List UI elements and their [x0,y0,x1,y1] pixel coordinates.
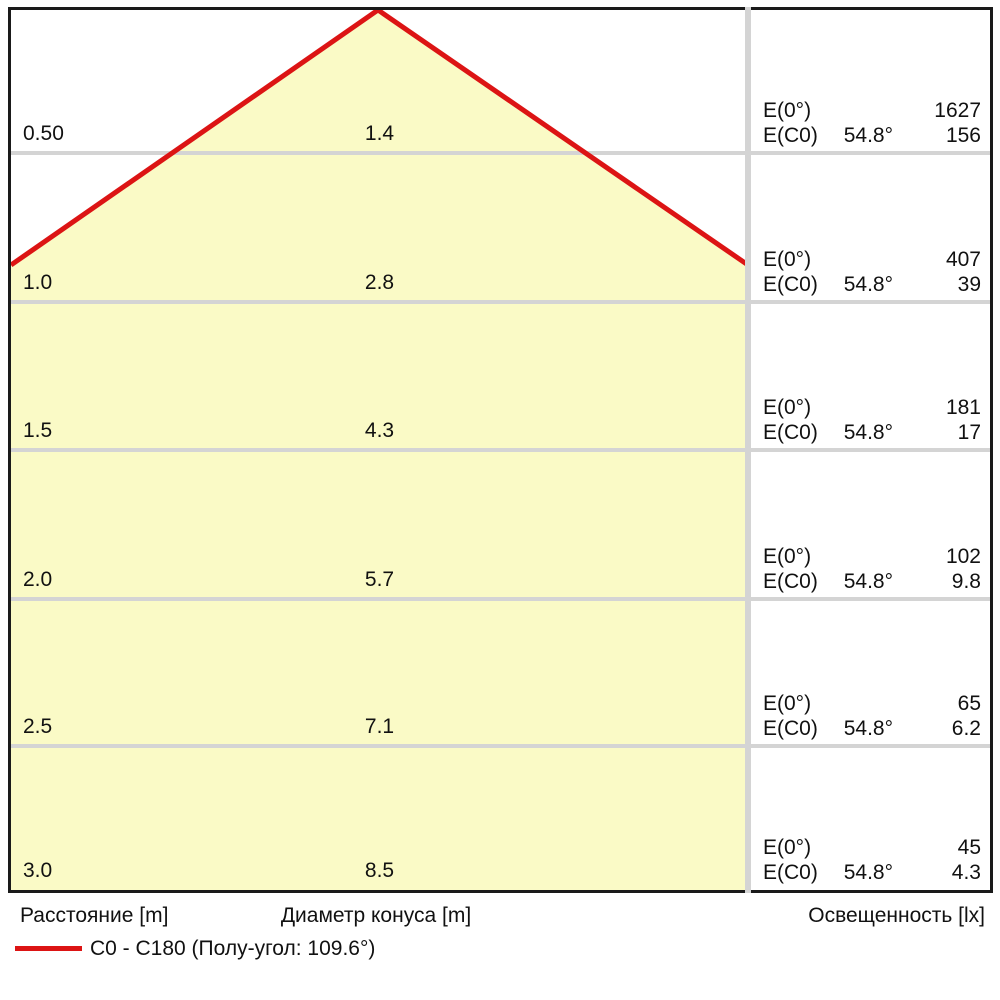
angle-spacer [835,247,893,272]
diameter-label: 2.8 [364,271,395,294]
ec0-value: 6.2 [951,717,981,740]
e0-label: E(0°) [763,545,812,568]
column-divider [745,7,751,893]
illuminance-cell: E(0°) 181 E(C0) 54.8° 17 [745,395,990,445]
ec0-value: 39 [957,273,981,296]
illuminance-axis-label: Освещенность [lx] [808,904,985,927]
angle-spacer [835,544,893,569]
illuminance-cell: E(0°) 45 E(C0) 54.8° 4.3 [745,835,990,885]
ec0-label: E(C0) [763,421,818,444]
ec0-value: 156 [945,124,981,147]
distance-label: 2.5 [23,715,53,738]
beam-angle: 54.8° [843,861,893,884]
ec0-value: 4.3 [951,861,981,884]
e0-label: E(0°) [763,396,812,419]
legend-line-swatch [15,946,82,951]
angle-spacer [835,691,893,716]
beam-angle: 54.8° [843,273,893,296]
e0-value: 65 [957,692,981,715]
distance-label: 0.50 [23,122,64,145]
ec0-label: E(C0) [763,717,818,740]
e0-value: 1627 [934,99,981,122]
diameter-label: 1.4 [364,122,395,145]
row-divider [11,448,990,452]
diameter-axis-label: Диаметр конуса [m] [280,904,472,927]
e0-label: E(0°) [763,692,812,715]
angle-spacer [835,98,893,123]
ec0-value: 9.8 [951,570,981,593]
diameter-label: 4.3 [364,419,395,442]
ec0-value: 17 [957,421,981,444]
ec0-label: E(C0) [763,124,818,147]
beam-angle: 54.8° [843,124,893,147]
distance-label: 2.0 [23,568,53,591]
distance-axis-label: Расстояние [m] [20,904,169,927]
ec0-label: E(C0) [763,273,818,296]
row-divider [11,744,990,748]
cone-table: 0.50 1.4 E(0°) 1627 E(C0) 54.8° 156 1.0 2.8… [8,7,993,893]
e0-value: 102 [945,545,981,568]
angle-spacer [835,835,893,860]
e0-value: 407 [945,248,981,271]
row-divider [11,300,990,304]
row-divider [11,151,990,155]
illuminance-cell: E(0°) 1627 E(C0) 54.8° 156 [745,98,990,148]
distance-label: 3.0 [23,859,53,882]
distance-label: 1.0 [23,271,53,294]
ec0-label: E(C0) [763,861,818,884]
angle-spacer [835,395,893,420]
illuminance-cell: E(0°) 65 E(C0) 54.8° 6.2 [745,691,990,741]
e0-label: E(0°) [763,836,812,859]
row-divider [11,597,990,601]
e0-label: E(0°) [763,248,812,271]
legend-label: C0 - C180 (Полу-угол: 109.6°) [90,937,376,960]
ec0-label: E(C0) [763,570,818,593]
diameter-label: 7.1 [364,715,395,738]
beam-angle: 54.8° [843,717,893,740]
beam-lines [11,10,748,268]
beam-line [11,10,748,268]
e0-label: E(0°) [763,99,812,122]
beam-angle: 54.8° [843,421,893,444]
illuminance-cell: E(0°) 407 E(C0) 54.8° 39 [745,247,990,297]
distance-label: 1.5 [23,419,53,442]
beam-angle: 54.8° [843,570,893,593]
diameter-label: 8.5 [364,859,395,882]
e0-value: 181 [945,396,981,419]
diameter-label: 5.7 [364,568,395,591]
illuminance-cell: E(0°) 102 E(C0) 54.8° 9.8 [745,544,990,594]
e0-value: 45 [957,836,981,859]
